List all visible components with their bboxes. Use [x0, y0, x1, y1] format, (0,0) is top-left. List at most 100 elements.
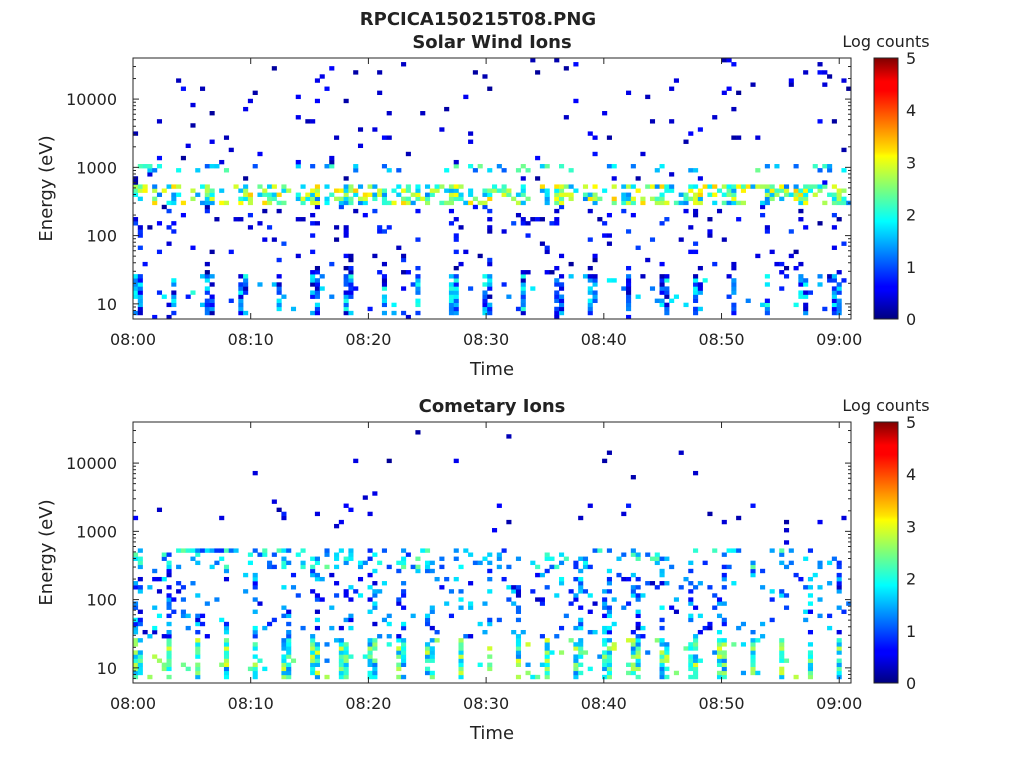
spectrogram-cell	[396, 634, 402, 639]
spectrogram-cell	[630, 184, 636, 189]
spectrogram-cell	[635, 634, 641, 639]
spectrogram-cell	[836, 662, 842, 667]
spectrogram-cell	[731, 282, 737, 287]
spectrogram-cell	[458, 646, 464, 651]
spectrogram-cell	[300, 564, 306, 570]
spectrogram-cell	[310, 282, 316, 287]
spectrogram-cell	[448, 192, 455, 197]
spectrogram-cell	[405, 270, 411, 275]
spectrogram-cell	[152, 629, 158, 635]
spectrogram-cell	[582, 589, 589, 594]
spectrogram-cell	[343, 265, 349, 271]
spectrogram-cell	[798, 294, 804, 299]
spectrogram-cell	[381, 548, 387, 553]
spectrogram-cell	[391, 200, 397, 206]
spectrogram-cell	[779, 184, 785, 189]
spectrogram-cell	[204, 261, 210, 267]
spectrogram-cell	[817, 188, 823, 193]
spectrogram-cell	[377, 188, 383, 193]
spectrogram-cell	[764, 310, 770, 316]
spectrogram-cell	[769, 548, 775, 553]
colorbar-tick-label: 5	[906, 413, 916, 432]
spectrogram-cell	[544, 670, 550, 676]
spectrogram-cell	[166, 634, 172, 639]
spectrogram-cell	[310, 310, 316, 316]
spectrogram-cell	[338, 650, 344, 655]
spectrogram-cell	[755, 638, 761, 643]
spectrogram-cell	[602, 638, 608, 643]
spectrogram-cell	[793, 302, 799, 308]
spectrogram-cell	[731, 310, 737, 316]
spectrogram-cell	[602, 666, 608, 672]
spectrogram-cell	[693, 249, 699, 255]
spectrogram-cell	[156, 613, 163, 619]
spectrogram-cell	[515, 605, 522, 610]
spectrogram-cell	[137, 290, 143, 295]
spectrogram-cell	[736, 625, 742, 631]
spectrogram-cell	[568, 638, 574, 643]
spectrogram-cell	[180, 662, 186, 667]
spectrogram-cell	[664, 274, 670, 279]
spectrogram-cell	[693, 212, 699, 218]
spectrogram-cell	[133, 290, 139, 295]
spectrogram-cell	[367, 511, 373, 517]
spectrogram-cell	[482, 302, 488, 308]
spectrogram-cell	[597, 548, 603, 553]
spectrogram-cell	[678, 192, 684, 197]
spectrogram-cell	[458, 662, 464, 667]
spectrogram-cell	[693, 241, 699, 246]
spectrogram-cell	[664, 658, 670, 663]
spectrogram-cell	[616, 572, 622, 578]
spectrogram-cell	[554, 290, 560, 295]
spectrogram-cell	[582, 650, 589, 655]
spectrogram-cell	[506, 188, 512, 193]
spectrogram-cell	[453, 294, 459, 299]
spectrogram-cell	[559, 302, 565, 308]
spectrogram-cell	[683, 208, 689, 214]
spectrogram-cell	[817, 221, 823, 226]
spectrogram-cell	[334, 556, 340, 561]
spectrogram-cell	[372, 192, 378, 197]
spectrogram-cell	[228, 249, 234, 255]
spectrogram-cell	[602, 674, 608, 680]
spectrogram-cell	[626, 503, 632, 508]
spectrogram-cell	[257, 282, 263, 287]
spectrogram-cell	[649, 184, 656, 189]
spectrogram-cell	[630, 196, 636, 202]
spectrogram-cell	[693, 658, 699, 663]
spectrogram-cell	[659, 290, 665, 295]
spectrogram-cell	[338, 638, 344, 643]
spectrogram-cell	[559, 581, 565, 586]
spectrogram-cell	[338, 642, 344, 647]
spectrogram-cell	[515, 200, 522, 206]
spectrogram-cell	[185, 548, 191, 553]
spectrogram-cell	[721, 237, 727, 242]
spectrogram-cell	[693, 585, 699, 590]
spectrogram-cell	[822, 164, 828, 169]
spectrogram-cell	[659, 196, 665, 202]
spectrogram-cell	[156, 290, 163, 295]
spectrogram-cell	[683, 200, 689, 206]
spectrogram-cell	[803, 70, 809, 75]
spectrogram-cell	[664, 188, 670, 193]
spectrogram-cell	[549, 270, 555, 275]
spectrogram-cell	[793, 265, 799, 271]
spectrogram-cell	[252, 572, 258, 578]
spectrogram-cell	[468, 164, 474, 169]
spectrogram-cell	[415, 192, 421, 197]
spectrogram-cell	[731, 581, 737, 586]
spectrogram-cell	[458, 674, 464, 680]
spectrogram-cell	[338, 188, 344, 193]
spectrogram-cell	[314, 593, 320, 598]
spectrogram-cell	[831, 200, 837, 206]
spectrogram-cell	[458, 564, 464, 570]
spectrogram-cell	[602, 642, 608, 647]
spectrogram-cell	[602, 654, 608, 659]
spectrogram-cell	[520, 298, 526, 303]
spectrogram-cell	[578, 650, 584, 655]
spectrogram-cell	[281, 200, 287, 206]
spectrogram-cell	[152, 605, 158, 610]
spectrogram-cell	[334, 523, 340, 529]
spectrogram-cell	[396, 638, 402, 643]
spectrogram-cell	[171, 200, 177, 206]
